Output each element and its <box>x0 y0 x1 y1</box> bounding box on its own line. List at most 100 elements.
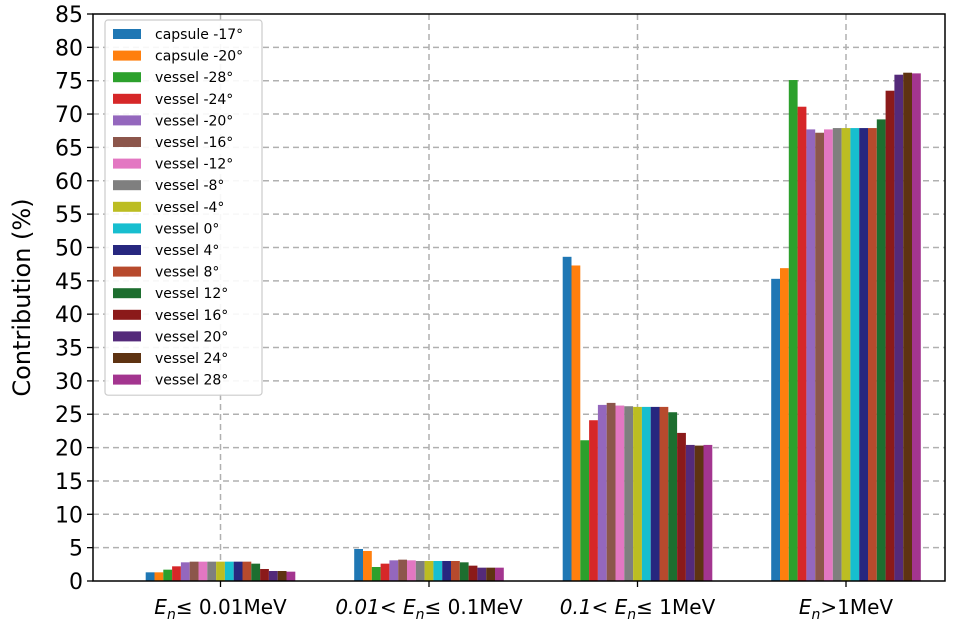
bar <box>286 571 296 581</box>
y-axis: 0 5 10 15 20 25 30 35 40 45 50 55 60 65 70 75 80 85 <box>55 3 93 595</box>
legend-label: vessel -16° <box>155 135 233 151</box>
bar <box>216 561 225 581</box>
legend-label: vessel -8° <box>155 178 224 194</box>
x-tick-label-rest: >1MeV <box>820 595 893 619</box>
bar <box>659 406 669 581</box>
x-tick-label: En>1MeV <box>799 595 894 623</box>
bar <box>233 561 243 581</box>
y-tick-label: 30 <box>55 370 83 395</box>
legend-label: capsule -20° <box>155 49 243 65</box>
x-tick-label-rest: ≤ 1MeV <box>636 595 715 619</box>
legend-label: vessel -28° <box>155 70 233 86</box>
y-tick-label: 50 <box>55 236 83 261</box>
bar <box>580 440 590 581</box>
legend-swatch <box>113 115 141 126</box>
legend-label: vessel 16° <box>155 308 228 324</box>
bar <box>597 404 607 581</box>
bar <box>562 256 572 581</box>
bar <box>832 128 842 581</box>
bar <box>912 73 921 582</box>
legend-swatch <box>113 374 141 385</box>
y-tick-label: 10 <box>55 503 83 528</box>
legend-swatch <box>113 331 141 342</box>
legend-swatch <box>113 137 141 147</box>
bar <box>398 559 407 581</box>
x-tick-label: 0.01< En≤ 0.1MeV <box>335 595 523 623</box>
x-tick-label: En≤ 0.01MeV <box>154 595 287 623</box>
legend-swatch <box>113 201 141 212</box>
bar <box>207 561 217 581</box>
bar <box>468 565 478 581</box>
bar <box>198 561 208 581</box>
bar <box>788 80 798 582</box>
y-tick-label: 40 <box>55 303 83 328</box>
bar <box>624 406 634 581</box>
legend-swatch <box>113 288 141 299</box>
x-tick-label-subscript: n <box>812 607 821 623</box>
legend-box <box>104 19 263 396</box>
legend-label: vessel 8° <box>155 265 219 281</box>
legend-swatch <box>113 72 141 83</box>
x-tick-label-main: E <box>799 595 812 619</box>
x-tick-label-main: 0.01< E <box>335 595 416 619</box>
legend-swatch <box>113 353 141 363</box>
legend-label: vessel 0° <box>155 221 219 237</box>
legend-label: vessel -4° <box>155 200 224 216</box>
x-tick-label-subscript: n <box>167 607 176 623</box>
bar <box>424 560 434 581</box>
bar <box>477 567 487 581</box>
bar <box>850 128 860 581</box>
bar <box>224 561 234 581</box>
legend-label: capsule -17° <box>155 27 243 43</box>
bar <box>806 129 816 581</box>
x-tick-label-subscript: n <box>627 607 636 623</box>
bar <box>145 572 155 581</box>
bar <box>172 566 181 581</box>
x-axis: En≤ 0.01MeV 0.01< En≤ 0.1MeV 0.1< En≤ 1MeV… <box>154 581 893 623</box>
legend-swatch <box>113 309 141 320</box>
bar <box>589 420 598 581</box>
bar <box>459 562 469 581</box>
x-tick-label: 0.1< En≤ 1MeV <box>560 595 716 623</box>
bar <box>841 128 851 581</box>
legend: capsule -17° capsule -20° vessel -28° vesse… <box>104 19 263 396</box>
legend-swatch <box>113 158 141 169</box>
legend-label: vessel 24° <box>155 351 228 367</box>
bar <box>495 567 504 581</box>
bar <box>703 444 713 581</box>
x-tick-label-main: 0.1< E <box>560 595 628 619</box>
bar <box>876 119 886 581</box>
legend-label: vessel -12° <box>155 157 233 173</box>
bar <box>380 563 390 581</box>
bar <box>885 90 895 581</box>
bar <box>260 568 269 581</box>
bar <box>641 406 651 581</box>
bar <box>780 268 789 581</box>
y-tick-label: 35 <box>55 337 83 362</box>
legend-swatch <box>113 266 141 277</box>
bar <box>154 572 164 581</box>
y-tick-label: 25 <box>55 403 83 428</box>
bar <box>251 563 261 581</box>
legend-label: vessel -24° <box>155 92 233 108</box>
y-tick-label: 75 <box>55 70 83 95</box>
bar <box>486 567 495 581</box>
bar <box>433 560 443 581</box>
bar <box>685 444 695 581</box>
y-tick-label: 55 <box>55 203 83 228</box>
legend-label: vessel 4° <box>155 243 219 259</box>
bar <box>189 561 199 581</box>
bar <box>354 548 363 581</box>
bar <box>859 128 868 581</box>
bar <box>277 570 287 581</box>
bar <box>363 550 372 581</box>
bar <box>606 402 616 581</box>
legend-label: vessel 28° <box>155 373 228 389</box>
legend-swatch <box>113 180 141 191</box>
x-tick-label-main: E <box>154 595 167 619</box>
bar <box>407 560 416 581</box>
y-tick-label: 45 <box>55 270 83 295</box>
bar <box>815 132 824 582</box>
legend-label: vessel -20° <box>155 113 233 129</box>
